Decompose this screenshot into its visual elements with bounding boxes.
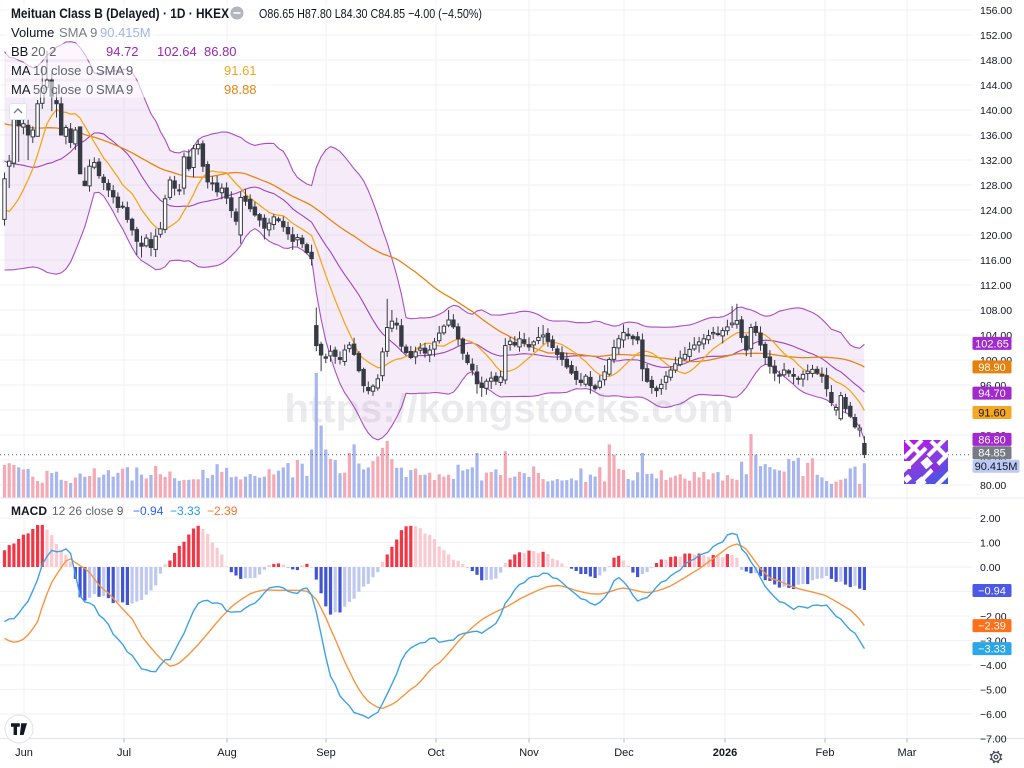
svg-text:Sep: Sep <box>316 747 336 759</box>
svg-text:80.00: 80.00 <box>980 480 1006 492</box>
svg-text:−4.00: −4.00 <box>980 660 1007 672</box>
svg-text:120.00: 120.00 <box>980 230 1012 242</box>
svg-text:148.00: 148.00 <box>980 55 1012 67</box>
svg-text:98.88: 98.88 <box>224 82 257 97</box>
svg-text:−0.94: −0.94 <box>133 504 164 518</box>
svg-text:94.70: 94.70 <box>978 388 1006 400</box>
svg-text:152.00: 152.00 <box>980 30 1012 42</box>
svg-text:0: 0 <box>86 63 93 78</box>
svg-text:−0.94: −0.94 <box>978 586 1006 598</box>
svg-text:MA: MA <box>11 63 31 78</box>
svg-text:Mar: Mar <box>898 747 917 759</box>
svg-text:9: 9 <box>126 82 133 97</box>
svg-text:91.60: 91.60 <box>978 408 1006 420</box>
svg-text:−7.00: −7.00 <box>980 734 1007 746</box>
svg-text:128.00: 128.00 <box>980 180 1012 192</box>
svg-text:MA: MA <box>11 82 31 97</box>
svg-text:Jun: Jun <box>15 747 33 759</box>
svg-text:−5.00: −5.00 <box>980 685 1007 697</box>
svg-text:2026: 2026 <box>713 747 737 759</box>
svg-text:Aug: Aug <box>217 747 237 759</box>
svg-text:102.65: 102.65 <box>975 338 1009 350</box>
svg-text:2.00: 2.00 <box>980 513 1001 525</box>
svg-text:close: close <box>51 82 81 97</box>
svg-text:BB: BB <box>11 44 28 59</box>
svg-text:12 26 close 9: 12 26 close 9 <box>52 504 124 518</box>
svg-text:140.00: 140.00 <box>980 105 1012 117</box>
svg-text:86.80: 86.80 <box>978 434 1006 446</box>
svg-text:MACD: MACD <box>11 504 47 518</box>
svg-text:Volume: Volume <box>11 25 54 40</box>
svg-text:50: 50 <box>33 82 47 97</box>
svg-text:−6.00: −6.00 <box>980 709 1007 721</box>
svg-text:SMA: SMA <box>96 63 125 78</box>
svg-text:−3.33: −3.33 <box>170 504 201 518</box>
svg-text:−2.39: −2.39 <box>207 504 238 518</box>
svg-text:−2.39: −2.39 <box>978 621 1006 633</box>
svg-text:Meituan Class B (Delayed) · 1D: Meituan Class B (Delayed) · 1D · HKEX <box>11 6 229 21</box>
svg-text:1.00: 1.00 <box>980 538 1001 550</box>
svg-text:116.00: 116.00 <box>980 255 1011 267</box>
svg-text:90.415M: 90.415M <box>975 461 1018 473</box>
svg-text:SMA 9: SMA 9 <box>59 25 97 40</box>
svg-text:136.00: 136.00 <box>980 130 1012 142</box>
svg-text:Jul: Jul <box>117 747 131 759</box>
svg-text:O86.65 H87.80 L84.30 C84.85 −4: O86.65 H87.80 L84.30 C84.85 −4.00 (−4.50… <box>259 6 482 21</box>
svg-text:86.80: 86.80 <box>204 44 237 59</box>
svg-text:108.00: 108.00 <box>980 305 1012 317</box>
svg-text:Nov: Nov <box>519 747 539 759</box>
svg-text:Feb: Feb <box>816 747 835 759</box>
svg-text:SMA: SMA <box>96 82 125 97</box>
svg-text:144.00: 144.00 <box>980 80 1012 92</box>
svg-text:91.61: 91.61 <box>224 63 257 78</box>
svg-text:−3.33: −3.33 <box>978 644 1006 656</box>
svg-text:10: 10 <box>33 63 47 78</box>
svg-text:156.00: 156.00 <box>980 5 1012 17</box>
svg-text:0.00: 0.00 <box>980 562 1001 574</box>
svg-text:124.00: 124.00 <box>980 205 1012 217</box>
svg-text:90.415M: 90.415M <box>100 25 151 40</box>
svg-text:102.64: 102.64 <box>157 44 197 59</box>
svg-text:9: 9 <box>126 63 133 78</box>
svg-text:close: close <box>51 63 81 78</box>
svg-text:20 2: 20 2 <box>31 44 56 59</box>
svg-text:Dec: Dec <box>614 747 634 759</box>
svg-text:0: 0 <box>86 82 93 97</box>
svg-text:https://kongstocks.com: https://kongstocks.com <box>285 387 734 431</box>
svg-text:94.72: 94.72 <box>106 44 139 59</box>
svg-text:98.90: 98.90 <box>978 362 1006 374</box>
svg-text:132.00: 132.00 <box>980 155 1012 167</box>
svg-text:Oct: Oct <box>427 747 444 759</box>
svg-text:112.00: 112.00 <box>980 280 1011 292</box>
svg-text:84.85: 84.85 <box>978 448 1006 460</box>
